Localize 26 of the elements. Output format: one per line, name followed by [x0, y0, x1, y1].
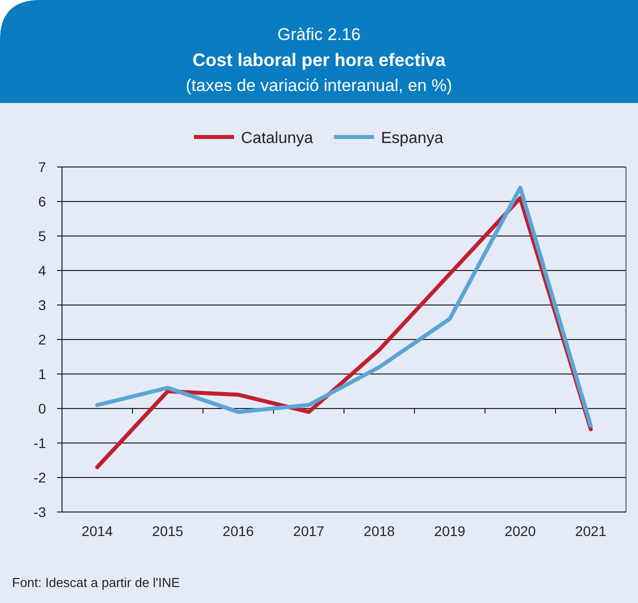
- y-tick-label: 6: [38, 193, 46, 210]
- y-tick-label: 7: [38, 158, 46, 175]
- x-tick-label: 2015: [152, 523, 184, 539]
- y-tick-label: 2: [38, 331, 46, 348]
- y-tick-label: -2: [34, 469, 46, 486]
- x-tick-label: 2019: [434, 523, 466, 539]
- chart-title: Cost laboral per hora efectiva: [192, 50, 447, 70]
- x-tick-label: 2018: [364, 523, 396, 539]
- text: Gràfic 2.16: [277, 25, 361, 44]
- y-tick-label: 5: [38, 228, 46, 244]
- legend-label: Catalunya: [241, 130, 314, 147]
- y-tick-label: 3: [38, 296, 46, 313]
- text: Font: Idescat a partir de l'INE: [12, 575, 180, 590]
- x-tick-label: 2014: [82, 523, 114, 539]
- chart-subtitle: (taxes de variació interanual, en %): [186, 76, 452, 95]
- y-tick-label: 1: [38, 366, 46, 382]
- y-tick-label: -1: [34, 434, 46, 451]
- y-tick-label: -3: [34, 504, 46, 520]
- x-tick-label: 2017: [293, 523, 325, 539]
- x-tick-label: 2021: [575, 523, 607, 539]
- y-tick-label: 4: [38, 262, 46, 278]
- x-tick-label: 2016: [222, 523, 254, 539]
- line-series: [95, 186, 593, 428]
- y-tick-label: 0: [38, 400, 46, 416]
- x-tick-label: 2020: [504, 523, 536, 539]
- legend-label: Espanya: [381, 130, 444, 147]
